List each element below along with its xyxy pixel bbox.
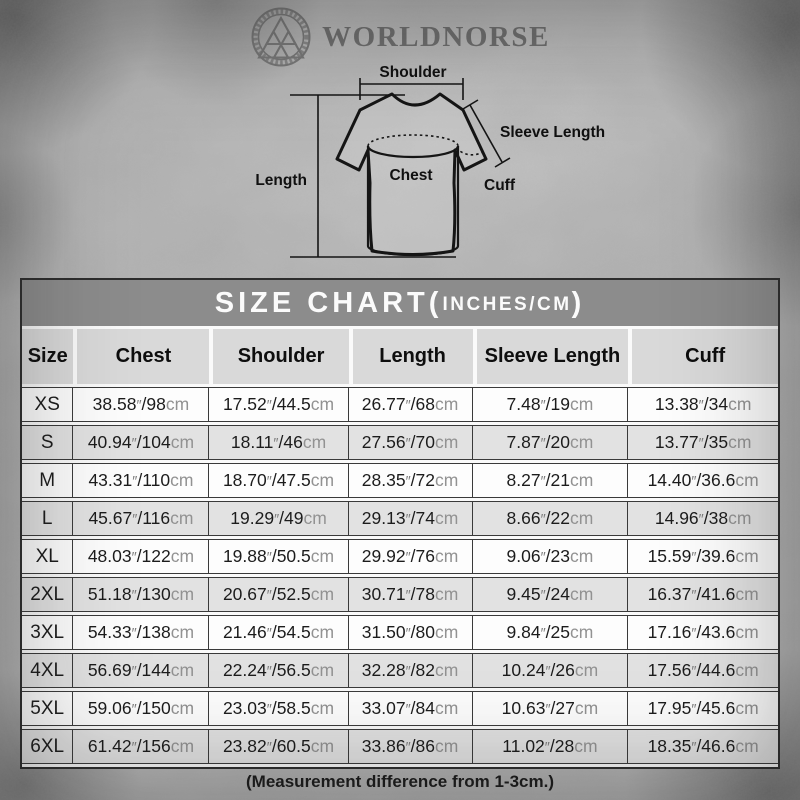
measurement-cell: 27.56″/70cm [348, 425, 473, 460]
brand-header: WORLDNORSE [0, 6, 800, 68]
column-header-shoulder: Shoulder [209, 329, 349, 384]
measurement-cell: 32.28″/82cm [348, 653, 473, 688]
measurement-cell: 17.52″/44.5cm [209, 387, 349, 422]
measurement-cell: 10.63″/27cm [472, 691, 629, 726]
measurement-cell: 10.24″/26cm [472, 653, 629, 688]
measurement-cell: 61.42″/156cm [73, 729, 210, 764]
table-row-s: S 40.94″/104cm 18.11″/46cm 27.56″/70cm 7.87″… [22, 425, 778, 460]
size-label-cell: 6XL [22, 729, 74, 764]
size-label-cell: M [22, 463, 74, 498]
column-header-size: Size [22, 329, 74, 384]
measurement-cell: 40.94″/104cm [73, 425, 210, 460]
measurement-cell: 33.07″/84cm [348, 691, 473, 726]
diagram-label-length: Length [255, 172, 307, 189]
table-row-4xl: 4XL 56.69″/144cm 22.24″/56.5cm 32.28″/82cm 1… [22, 653, 778, 688]
size-label-cell: L [22, 501, 74, 536]
measurement-cell: 59.06″/150cm [73, 691, 210, 726]
size-chart-title: SIZE CHART(INCHES/CM) [22, 280, 778, 326]
measurement-cell: 7.48″/19cm [472, 387, 629, 422]
measurement-cell: 14.40″/36.6cm [628, 463, 778, 498]
measurement-cell: 15.59″/39.6cm [628, 539, 778, 574]
column-header-sleeve-length: Sleeve Length [472, 329, 629, 384]
measurement-cell: 8.66″/22cm [472, 501, 629, 536]
diagram-label-chest: Chest [389, 167, 432, 184]
measurement-cell: 48.03″/122cm [73, 539, 210, 574]
measurement-cell: 13.77″/35cm [628, 425, 778, 460]
size-label-cell: 5XL [22, 691, 74, 726]
measurement-cell: 13.38″/34cm [628, 387, 778, 422]
table-row-6xl: 6XL 61.42″/156cm 23.82″/60.5cm 33.86″/86cm 1… [22, 729, 778, 764]
table-row-xl: XL 48.03″/122cm 19.88″/50.5cm 29.92″/76cm 9.… [22, 539, 778, 574]
table-row-xs: XS 38.58″/98cm 17.52″/44.5cm 26.77″/68cm 7.4… [22, 387, 778, 422]
measurement-cell: 51.18″/130cm [73, 577, 210, 612]
measurement-cell: 8.27″/21cm [472, 463, 629, 498]
size-label-cell: 3XL [22, 615, 74, 650]
measurement-cell: 56.69″/144cm [73, 653, 210, 688]
measurement-cell: 45.67″/116cm [73, 501, 210, 536]
measurement-cell: 18.70″/47.5cm [209, 463, 349, 498]
diagram-label-shoulder: Shoulder [379, 64, 446, 81]
measurement-cell: 9.45″/24cm [472, 577, 629, 612]
measurement-cell: 14.96″/38cm [628, 501, 778, 536]
size-label-cell: XL [22, 539, 74, 574]
column-header-cuff: Cuff [628, 329, 778, 384]
title-main: SIZE CHART( [214, 286, 443, 319]
column-header-chest: Chest [73, 329, 210, 384]
measurement-cell: 17.95″/45.6cm [628, 691, 778, 726]
shirt-measurement-diagram: Shoulder Length Chest Sleeve Length Cuff [255, 64, 605, 258]
size-label-cell: S [22, 425, 74, 460]
table-row-l: L 45.67″/116cm 19.29″/49cm 29.13″/74cm 8.66″… [22, 501, 778, 536]
size-label-cell: 2XL [22, 577, 74, 612]
measurement-cell: 9.06″/23cm [472, 539, 629, 574]
measurement-cell: 18.11″/46cm [209, 425, 349, 460]
measurement-cell: 28.35″/72cm [348, 463, 473, 498]
measurement-cell: 54.33″/138cm [73, 615, 210, 650]
measurement-cell: 11.02″/28cm [472, 729, 629, 764]
measurement-cell: 23.03″/58.5cm [209, 691, 349, 726]
size-label-cell: XS [22, 387, 74, 422]
measurement-cell: 21.46″/54.5cm [209, 615, 349, 650]
measurement-footnote: (Measurement difference from 1-3cm.) [246, 772, 554, 791]
measurement-cell: 17.16″/43.6cm [628, 615, 778, 650]
measurement-cell: 19.29″/49cm [209, 501, 349, 536]
table-row-m: M 43.31″/110cm 18.70″/47.5cm 28.35″/72cm 8.2… [22, 463, 778, 498]
title-unit: INCHES/CM [442, 294, 572, 315]
measurement-cell: 26.77″/68cm [348, 387, 473, 422]
measurement-cell: 7.87″/20cm [472, 425, 629, 460]
measurement-cell: 43.31″/110cm [73, 463, 210, 498]
column-header-length: Length [348, 329, 473, 384]
measurement-cell: 29.13″/74cm [348, 501, 473, 536]
size-table-body: XS 38.58″/98cm 17.52″/44.5cm 26.77″/68cm 7.4… [22, 387, 778, 764]
diagram-label-cuff: Cuff [484, 177, 516, 194]
title-close: ) [571, 286, 586, 319]
size-label-cell: 4XL [22, 653, 74, 688]
table-row-2xl: 2XL 51.18″/130cm 20.67″/52.5cm 30.71″/78cm 9… [22, 577, 778, 612]
measurement-cell: 31.50″/80cm [348, 615, 473, 650]
brand-name: WORLDNORSE [322, 20, 550, 53]
measurement-cell: 23.82″/60.5cm [209, 729, 349, 764]
measurement-cell: 19.88″/50.5cm [209, 539, 349, 574]
size-table: Size Chest Shoulder Length Sleeve Length Cuff… [22, 326, 778, 767]
valknut-logo-icon [251, 7, 311, 67]
column-header-row: Size Chest Shoulder Length Sleeve Length Cuff [22, 329, 778, 384]
measurement-cell: 16.37″/41.6cm [628, 577, 778, 612]
size-chart-panel: SIZE CHART(INCHES/CM) Size Chest Shoulder L… [20, 278, 780, 769]
measurement-cell: 18.35″/46.6cm [628, 729, 778, 764]
measurement-cell: 38.58″/98cm [73, 387, 210, 422]
table-row-5xl: 5XL 59.06″/150cm 23.03″/58.5cm 33.07″/84cm 1… [22, 691, 778, 726]
measurement-cell: 20.67″/52.5cm [209, 577, 349, 612]
measurement-cell: 9.84″/25cm [472, 615, 629, 650]
measurement-cell: 33.86″/86cm [348, 729, 473, 764]
measurement-cell: 29.92″/76cm [348, 539, 473, 574]
measurement-cell: 30.71″/78cm [348, 577, 473, 612]
diagram-label-sleeve-length: Sleeve Length [500, 124, 605, 141]
measurement-cell: 17.56″/44.6cm [628, 653, 778, 688]
measurement-cell: 22.24″/56.5cm [209, 653, 349, 688]
table-row-3xl: 3XL 54.33″/138cm 21.46″/54.5cm 31.50″/80cm 9… [22, 615, 778, 650]
